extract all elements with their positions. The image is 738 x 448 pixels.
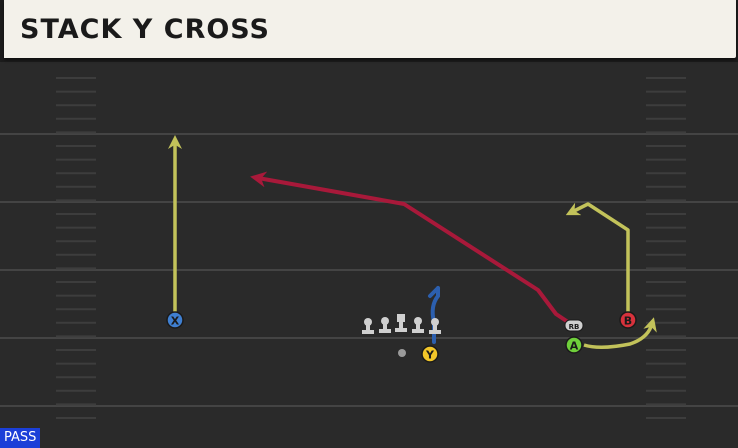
lineman-icon (429, 318, 441, 334)
lineman-icon (362, 318, 374, 334)
lineman-icon (412, 317, 424, 333)
player-rb[interactable]: RB (564, 319, 584, 332)
offensive-line (362, 314, 441, 334)
player-y-label: Y (425, 349, 435, 362)
player-a[interactable]: A (565, 336, 583, 354)
player-b-label: B (624, 315, 632, 328)
player-y[interactable]: Y (421, 345, 439, 363)
player-x-label: X (171, 315, 180, 328)
hash-marks-left (56, 77, 96, 419)
player-rb-label: RB (569, 323, 580, 331)
player-b[interactable]: B (619, 311, 637, 329)
player-x[interactable]: X (166, 311, 184, 329)
route-b-comeback (565, 202, 630, 318)
lineman-icon (379, 317, 391, 333)
title-bar: STACK Y CROSS (0, 0, 738, 62)
quarterback-icon (398, 349, 406, 357)
play-type-badge: PASS (0, 428, 41, 448)
route-a-flat (583, 317, 657, 349)
player-a-label: A (570, 340, 579, 353)
yard-lines (0, 133, 738, 407)
route-rb-cross (250, 171, 570, 324)
hash-marks-right (646, 77, 686, 419)
play-title: STACK Y CROSS (20, 14, 270, 45)
title-card: STACK Y CROSS (4, 0, 736, 58)
center-icon (395, 314, 407, 332)
